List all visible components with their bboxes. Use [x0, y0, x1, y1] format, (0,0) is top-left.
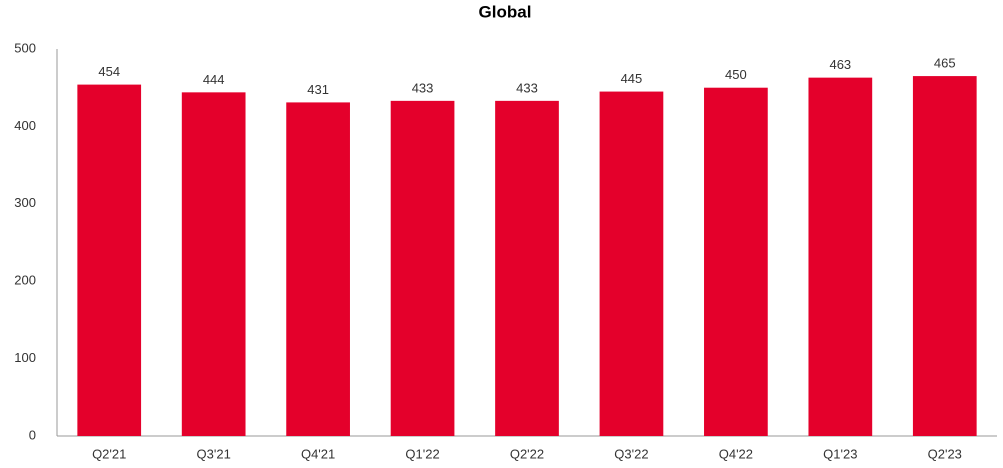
y-tick-label: 200: [14, 273, 36, 288]
bar: [77, 84, 142, 436]
y-tick-label: 0: [29, 427, 36, 442]
x-tick-label: Q3'21: [197, 446, 231, 461]
bar: [808, 77, 873, 436]
y-tick-label: 300: [14, 195, 36, 210]
bar: [390, 100, 455, 436]
data-label: 431: [307, 82, 329, 97]
bar: [912, 76, 977, 436]
bar: [286, 102, 350, 436]
x-tick-label: Q2'21: [92, 446, 126, 461]
x-tick-label: Q4'22: [719, 446, 753, 461]
data-label: 444: [203, 72, 225, 87]
x-tick-label: Q1'23: [823, 446, 857, 461]
data-label: 454: [98, 64, 120, 79]
x-tick-label: Q3'22: [614, 446, 648, 461]
x-tick-label: Q2'23: [928, 446, 962, 461]
bar: [495, 100, 559, 436]
data-label: 433: [412, 80, 434, 95]
data-label: 463: [829, 57, 851, 72]
bar: [599, 91, 664, 436]
bar: [704, 87, 768, 436]
chart-title: Global: [479, 2, 532, 21]
data-label: 445: [621, 71, 643, 86]
y-tick-label: 100: [14, 350, 36, 365]
bar: [181, 92, 246, 437]
data-label: 450: [725, 67, 747, 82]
data-label: 465: [934, 56, 956, 71]
y-tick-label: 400: [14, 118, 36, 133]
x-tick-label: Q1'22: [405, 446, 439, 461]
x-tick-label: Q2'22: [510, 446, 544, 461]
data-label: 433: [516, 80, 538, 95]
x-tick-label: Q4'21: [301, 446, 335, 461]
y-tick-label: 500: [14, 40, 36, 55]
